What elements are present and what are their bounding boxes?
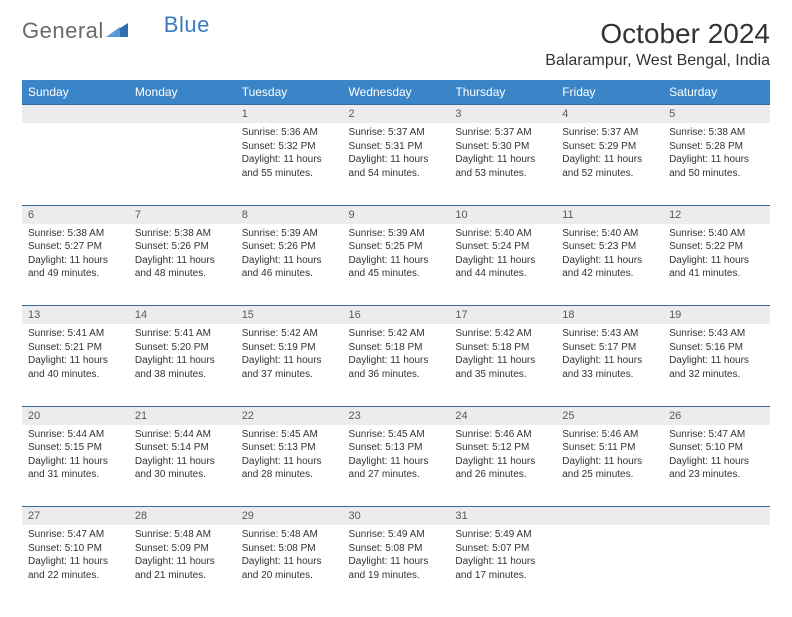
title-block: October 2024 Balarampur, West Bengal, In… [545, 18, 770, 76]
day-body-cell: Sunrise: 5:48 AMSunset: 5:09 PMDaylight:… [129, 525, 236, 607]
day-body-cell: Sunrise: 5:39 AMSunset: 5:25 PMDaylight:… [343, 224, 450, 306]
calendar-body: 12345 Sunrise: 5:36 AMSunset: 5:32 PMDay… [22, 105, 770, 608]
day-body-cell: Sunrise: 5:49 AMSunset: 5:07 PMDaylight:… [449, 525, 556, 607]
day-number-cell: 9 [343, 205, 450, 224]
day-number-cell: 6 [22, 205, 129, 224]
day-number-cell: 23 [343, 406, 450, 425]
day-body-cell: Sunrise: 5:45 AMSunset: 5:13 PMDaylight:… [343, 425, 450, 507]
day-body-row: Sunrise: 5:44 AMSunset: 5:15 PMDaylight:… [22, 425, 770, 507]
day-header: Wednesday [343, 80, 450, 105]
day-number-cell: 4 [556, 105, 663, 124]
brand-part2: Blue [164, 12, 210, 38]
day-header: Thursday [449, 80, 556, 105]
day-number-cell: 7 [129, 205, 236, 224]
day-body-cell [129, 123, 236, 205]
day-number-cell: 1 [236, 105, 343, 124]
day-body-cell: Sunrise: 5:47 AMSunset: 5:10 PMDaylight:… [663, 425, 770, 507]
day-body-cell: Sunrise: 5:47 AMSunset: 5:10 PMDaylight:… [22, 525, 129, 607]
day-body-cell [663, 525, 770, 607]
day-body-cell: Sunrise: 5:36 AMSunset: 5:32 PMDaylight:… [236, 123, 343, 205]
day-body-cell: Sunrise: 5:43 AMSunset: 5:16 PMDaylight:… [663, 324, 770, 406]
day-number-row: 12345 [22, 105, 770, 124]
day-body-row: Sunrise: 5:41 AMSunset: 5:21 PMDaylight:… [22, 324, 770, 406]
day-body-cell: Sunrise: 5:39 AMSunset: 5:26 PMDaylight:… [236, 224, 343, 306]
calendar-page: General Blue October 2024 Balarampur, We… [0, 0, 792, 617]
day-body-cell: Sunrise: 5:41 AMSunset: 5:20 PMDaylight:… [129, 324, 236, 406]
day-number-row: 2728293031 [22, 507, 770, 526]
day-number-row: 13141516171819 [22, 306, 770, 325]
day-number-row: 20212223242526 [22, 406, 770, 425]
day-number-cell: 20 [22, 406, 129, 425]
day-body-row: Sunrise: 5:36 AMSunset: 5:32 PMDaylight:… [22, 123, 770, 205]
day-number-cell: 24 [449, 406, 556, 425]
day-number-cell: 26 [663, 406, 770, 425]
day-header: Tuesday [236, 80, 343, 105]
day-number-row: 6789101112 [22, 205, 770, 224]
day-number-cell: 11 [556, 205, 663, 224]
day-body-cell: Sunrise: 5:38 AMSunset: 5:26 PMDaylight:… [129, 224, 236, 306]
day-number-cell [663, 507, 770, 526]
day-body-cell: Sunrise: 5:44 AMSunset: 5:15 PMDaylight:… [22, 425, 129, 507]
day-number-cell: 27 [22, 507, 129, 526]
day-number-cell: 22 [236, 406, 343, 425]
day-number-cell: 5 [663, 105, 770, 124]
day-body-cell: Sunrise: 5:37 AMSunset: 5:31 PMDaylight:… [343, 123, 450, 205]
day-body-cell: Sunrise: 5:48 AMSunset: 5:08 PMDaylight:… [236, 525, 343, 607]
day-body-cell: Sunrise: 5:42 AMSunset: 5:19 PMDaylight:… [236, 324, 343, 406]
brand-part1: General [22, 18, 104, 44]
day-body-cell: Sunrise: 5:38 AMSunset: 5:28 PMDaylight:… [663, 123, 770, 205]
page-subtitle: Balarampur, West Bengal, India [545, 52, 770, 70]
page-header: General Blue October 2024 Balarampur, We… [22, 18, 770, 76]
day-body-cell [22, 123, 129, 205]
day-body-cell: Sunrise: 5:46 AMSunset: 5:12 PMDaylight:… [449, 425, 556, 507]
day-header: Monday [129, 80, 236, 105]
day-body-cell: Sunrise: 5:40 AMSunset: 5:22 PMDaylight:… [663, 224, 770, 306]
day-body-cell: Sunrise: 5:37 AMSunset: 5:30 PMDaylight:… [449, 123, 556, 205]
day-number-cell: 2 [343, 105, 450, 124]
day-number-cell: 16 [343, 306, 450, 325]
day-number-cell: 29 [236, 507, 343, 526]
day-number-cell: 14 [129, 306, 236, 325]
day-number-cell: 3 [449, 105, 556, 124]
day-header: Sunday [22, 80, 129, 105]
day-header: Friday [556, 80, 663, 105]
day-body-row: Sunrise: 5:47 AMSunset: 5:10 PMDaylight:… [22, 525, 770, 607]
day-number-cell: 31 [449, 507, 556, 526]
day-number-cell: 17 [449, 306, 556, 325]
day-number-cell: 8 [236, 205, 343, 224]
day-number-cell: 19 [663, 306, 770, 325]
day-number-cell: 10 [449, 205, 556, 224]
page-title: October 2024 [545, 18, 770, 50]
calendar-table: Sunday Monday Tuesday Wednesday Thursday… [22, 80, 770, 607]
day-number-cell [22, 105, 129, 124]
day-body-cell: Sunrise: 5:38 AMSunset: 5:27 PMDaylight:… [22, 224, 129, 306]
brand-triangle-icon [106, 21, 128, 42]
day-number-cell [129, 105, 236, 124]
day-number-cell: 21 [129, 406, 236, 425]
day-number-cell: 13 [22, 306, 129, 325]
day-number-cell: 12 [663, 205, 770, 224]
day-body-cell: Sunrise: 5:42 AMSunset: 5:18 PMDaylight:… [343, 324, 450, 406]
day-body-cell [556, 525, 663, 607]
day-number-cell: 25 [556, 406, 663, 425]
day-body-row: Sunrise: 5:38 AMSunset: 5:27 PMDaylight:… [22, 224, 770, 306]
day-number-cell: 28 [129, 507, 236, 526]
day-number-cell: 30 [343, 507, 450, 526]
day-body-cell: Sunrise: 5:41 AMSunset: 5:21 PMDaylight:… [22, 324, 129, 406]
brand-logo: General Blue [22, 18, 210, 44]
day-header-row: Sunday Monday Tuesday Wednesday Thursday… [22, 80, 770, 105]
day-body-cell: Sunrise: 5:49 AMSunset: 5:08 PMDaylight:… [343, 525, 450, 607]
day-body-cell: Sunrise: 5:37 AMSunset: 5:29 PMDaylight:… [556, 123, 663, 205]
day-body-cell: Sunrise: 5:40 AMSunset: 5:24 PMDaylight:… [449, 224, 556, 306]
day-body-cell: Sunrise: 5:44 AMSunset: 5:14 PMDaylight:… [129, 425, 236, 507]
day-body-cell: Sunrise: 5:42 AMSunset: 5:18 PMDaylight:… [449, 324, 556, 406]
day-body-cell: Sunrise: 5:45 AMSunset: 5:13 PMDaylight:… [236, 425, 343, 507]
day-number-cell: 18 [556, 306, 663, 325]
day-header: Saturday [663, 80, 770, 105]
day-body-cell: Sunrise: 5:46 AMSunset: 5:11 PMDaylight:… [556, 425, 663, 507]
day-number-cell [556, 507, 663, 526]
day-body-cell: Sunrise: 5:43 AMSunset: 5:17 PMDaylight:… [556, 324, 663, 406]
day-body-cell: Sunrise: 5:40 AMSunset: 5:23 PMDaylight:… [556, 224, 663, 306]
day-number-cell: 15 [236, 306, 343, 325]
